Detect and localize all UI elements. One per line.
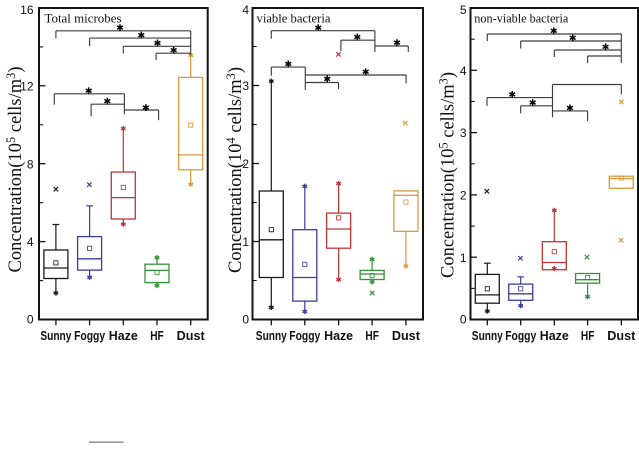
svg-text:2: 2 xyxy=(242,157,249,171)
svg-text:2: 2 xyxy=(460,189,467,203)
svg-text:0: 0 xyxy=(242,313,249,327)
svg-text:Haze: Haze xyxy=(109,329,138,343)
svg-text:Foggy: Foggy xyxy=(74,329,105,343)
svg-text:HF: HF xyxy=(150,329,164,343)
svg-text:Concentration(105 cells/m3): Concentration(105 cells/m3) xyxy=(4,66,26,272)
svg-text:3: 3 xyxy=(242,79,249,93)
svg-text:HF: HF xyxy=(581,329,595,343)
svg-text:0: 0 xyxy=(27,313,34,327)
svg-text:Sunny: Sunny xyxy=(256,329,287,343)
svg-text:Concentration(104 cells/m3): Concentration(104 cells/m3) xyxy=(224,67,246,273)
svg-text:4: 4 xyxy=(460,64,467,78)
svg-text:HF: HF xyxy=(365,329,379,343)
svg-text:Haze: Haze xyxy=(324,329,353,343)
svg-text:Sunny: Sunny xyxy=(40,329,71,343)
svg-text:Dust: Dust xyxy=(177,329,206,343)
svg-text:3: 3 xyxy=(460,126,467,140)
svg-text:viable bacteria: viable bacteria xyxy=(257,10,331,25)
svg-text:1: 1 xyxy=(242,235,249,249)
svg-text:1: 1 xyxy=(460,251,467,265)
svg-text:12: 12 xyxy=(20,79,34,93)
svg-text:Foggy: Foggy xyxy=(289,329,320,343)
svg-text:Concentration(105 cells/m3): Concentration(105 cells/m3) xyxy=(436,72,458,278)
svg-text:Dust: Dust xyxy=(392,329,421,343)
svg-text:5: 5 xyxy=(460,3,467,17)
svg-text:4: 4 xyxy=(27,235,34,249)
svg-text:8: 8 xyxy=(27,157,34,171)
svg-text:4: 4 xyxy=(242,3,249,17)
svg-text:Sunny: Sunny xyxy=(472,329,503,343)
svg-text:Dust: Dust xyxy=(607,329,636,343)
svg-text:non-viable bacteria: non-viable bacteria xyxy=(474,10,568,25)
svg-text:16: 16 xyxy=(20,3,34,17)
svg-text:Total microbes: Total microbes xyxy=(45,10,122,25)
svg-text:Foggy: Foggy xyxy=(505,329,536,343)
svg-text:Haze: Haze xyxy=(540,329,569,343)
svg-text:0: 0 xyxy=(460,313,467,327)
